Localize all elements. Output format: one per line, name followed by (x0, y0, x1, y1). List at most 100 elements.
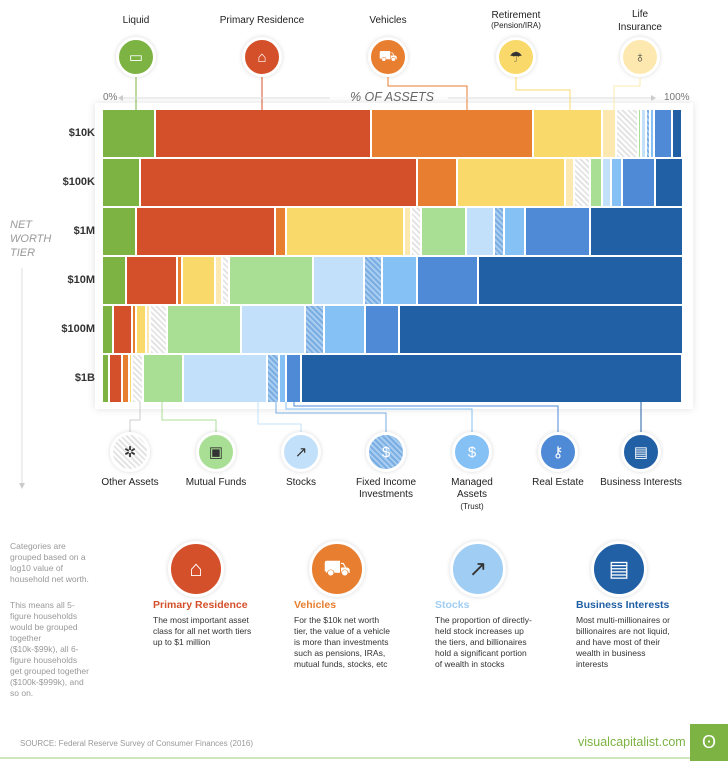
connector-stocks (257, 402, 302, 433)
legend-subtitle: (Pension/IRA) (491, 21, 541, 30)
segment-life-insurance (404, 208, 413, 255)
legend-label-life-insurance: Life Insurance (585, 8, 695, 34)
certificate-icon: ▤ (591, 541, 647, 597)
tier-label: $10M (67, 274, 95, 286)
segment-real-estate (525, 208, 591, 255)
legend-name: Fixed Income Investments (355, 477, 417, 500)
segment-liquid (103, 208, 137, 255)
segment-stocks (641, 110, 647, 157)
segment-fixed-income-investments (494, 208, 505, 255)
tier-label: $100M (61, 323, 95, 335)
segment-retirement (534, 110, 603, 157)
house-icon: ⌂ (168, 541, 224, 597)
segment-fixed-income-investments (365, 257, 384, 304)
tier-bar-4 (103, 306, 684, 353)
legend-label-retirement: Retirement (Pension/IRA) (461, 10, 571, 30)
segment-mutual-funds (638, 110, 642, 157)
segment-vehicles (275, 208, 287, 255)
segment-fixed-income-investments (646, 110, 652, 157)
segment-real-estate (418, 257, 479, 304)
brand-link[interactable]: visualcapitalist.com (578, 735, 686, 749)
tier-label: $100K (62, 176, 95, 188)
tier-title-line: TIER (10, 247, 36, 259)
feature-title: Stocks (435, 599, 470, 611)
legend-label-vehicles: Vehicles (333, 15, 443, 26)
segment-primary-residence (126, 257, 179, 304)
legend-name: Vehicles (369, 15, 407, 26)
segment-business-interests (301, 355, 684, 402)
legend-label-primary-residence: Primary Residence (207, 15, 317, 26)
legend-label-mutual-funds: Mutual Funds (166, 477, 266, 489)
segment-retirement (286, 208, 405, 255)
tier-bar-1 (103, 159, 684, 206)
tier-bar-0 (103, 110, 684, 157)
segment-vehicles (371, 110, 535, 157)
briefcase-icon: ▣ (196, 432, 236, 472)
segment-business-interests (478, 257, 685, 304)
source-text: SOURCE: Federal Reserve Survey of Consum… (20, 739, 253, 748)
segment-vehicles (122, 355, 130, 402)
connector-other-assets (129, 402, 141, 433)
segment-mutual-funds (590, 159, 604, 206)
arrow-down-icon (19, 483, 25, 489)
segment-primary-residence (136, 208, 276, 255)
segment-real-estate (623, 159, 657, 206)
segment-mutual-funds (421, 208, 467, 255)
segment-vehicles (132, 306, 138, 353)
segment-business-interests (656, 159, 684, 206)
segment-managed-assets (325, 306, 366, 353)
segment-life-insurance (215, 257, 224, 304)
segment-other-assets (132, 355, 145, 402)
segment-stocks (466, 208, 495, 255)
segment-fixed-income-investments (267, 355, 281, 402)
feature-title: Vehicles (294, 599, 337, 611)
segment-other-assets (617, 110, 639, 157)
legend-name: Primary Residence (219, 15, 305, 26)
car-icon: ⛟ (309, 541, 365, 597)
segment-mutual-funds (168, 306, 243, 353)
segment-other-assets (412, 208, 422, 255)
tier-label: $1M (73, 225, 95, 237)
legend-name: Liquid (122, 15, 150, 26)
segment-primary-residence (114, 306, 133, 353)
tier-label: $1B (74, 372, 95, 384)
segment-life-insurance (602, 110, 618, 157)
segment-real-estate (365, 306, 400, 353)
legend-subtitle: (Trust) (460, 502, 484, 511)
segment-managed-assets (383, 257, 419, 304)
network-icon: ✲ (110, 432, 150, 472)
legend-name: Mutual Funds (185, 477, 247, 488)
connector-retirement (515, 77, 571, 110)
umbrella-icon: ☂ (496, 37, 536, 77)
cash-icon: ▭ (116, 37, 156, 77)
legend-label-real-estate: Real Estate (508, 477, 608, 489)
brand-logo-icon: ʘ (690, 724, 728, 761)
segment-business-interests (590, 208, 685, 255)
axis-title: % OF ASSETS (349, 90, 435, 104)
segment-managed-assets (504, 208, 526, 255)
segment-liquid (103, 355, 110, 402)
certificate-icon: ▤ (621, 432, 661, 472)
tier-label: $10K (68, 127, 95, 139)
connector-mutual-funds (161, 402, 217, 433)
feature-title: Business Interests (576, 599, 670, 611)
legend-label-managed-assets: Managed Assets (Trust) (422, 477, 522, 513)
segment-mutual-funds (230, 257, 314, 304)
segment-liquid (103, 306, 115, 353)
footer-line (0, 757, 690, 759)
segment-life-insurance (566, 159, 576, 206)
feature-text: Most multi-millionaires or billionaires … (576, 615, 670, 669)
feature-text: The most important asset class for all n… (153, 615, 252, 647)
feature-title: Primary Residence (153, 599, 248, 611)
stock-chart-icon: ↗ (281, 432, 321, 472)
feature-text: The proportion of directly-held stock in… (435, 615, 532, 669)
feature-text: For the $10k net worth tier, the value o… (294, 615, 390, 669)
segment-life-insurance (146, 306, 152, 353)
legend-name: Business Interests (600, 477, 682, 488)
legend-name: Real Estate (532, 477, 584, 488)
money-bag-icon: $ (452, 432, 492, 472)
legend-name: Retirement (491, 10, 541, 21)
connector-fixed-income (275, 402, 387, 433)
tier-bar-2 (103, 208, 685, 255)
